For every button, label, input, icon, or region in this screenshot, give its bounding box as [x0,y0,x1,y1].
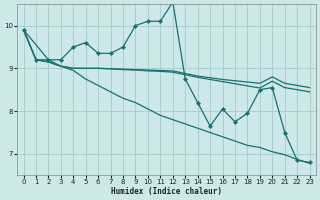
X-axis label: Humidex (Indice chaleur): Humidex (Indice chaleur) [111,187,222,196]
